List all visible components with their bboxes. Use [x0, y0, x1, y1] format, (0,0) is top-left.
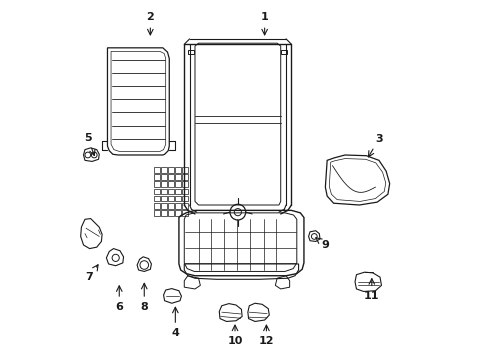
Bar — [175, 189, 181, 194]
Bar — [175, 174, 181, 180]
Bar — [182, 167, 188, 173]
Bar — [161, 203, 167, 208]
Bar — [154, 210, 160, 216]
Bar — [175, 203, 181, 208]
Bar — [161, 181, 167, 187]
Text: 12: 12 — [259, 325, 274, 346]
Bar — [175, 181, 181, 187]
Text: 9: 9 — [316, 238, 329, 250]
Bar — [161, 210, 167, 216]
Bar — [182, 181, 188, 187]
Bar — [188, 50, 194, 54]
Bar — [154, 196, 160, 202]
Bar — [281, 50, 287, 54]
Bar — [168, 181, 174, 187]
Bar — [154, 181, 160, 187]
Text: 8: 8 — [141, 283, 148, 312]
Bar — [168, 196, 174, 202]
Text: 6: 6 — [115, 286, 123, 312]
Bar — [175, 196, 181, 202]
Bar — [175, 167, 181, 173]
Text: 1: 1 — [261, 13, 269, 35]
Bar — [168, 210, 174, 216]
Bar — [161, 167, 167, 173]
Bar — [168, 203, 174, 208]
Text: 11: 11 — [364, 279, 380, 301]
Text: 2: 2 — [147, 13, 154, 35]
Bar — [182, 196, 188, 202]
Bar — [161, 174, 167, 180]
Bar — [182, 203, 188, 208]
Text: 5: 5 — [84, 133, 95, 156]
Bar — [161, 196, 167, 202]
Bar — [154, 189, 160, 194]
Text: 4: 4 — [172, 307, 179, 338]
Bar — [182, 210, 188, 216]
Text: 3: 3 — [368, 134, 383, 157]
Bar — [161, 189, 167, 194]
Bar — [182, 189, 188, 194]
Bar — [168, 167, 174, 173]
Text: 10: 10 — [227, 325, 243, 346]
Text: 7: 7 — [86, 265, 98, 282]
Bar — [168, 174, 174, 180]
Bar — [182, 174, 188, 180]
Bar — [154, 203, 160, 208]
Bar — [154, 167, 160, 173]
Bar — [168, 189, 174, 194]
Bar — [154, 174, 160, 180]
Bar — [175, 210, 181, 216]
